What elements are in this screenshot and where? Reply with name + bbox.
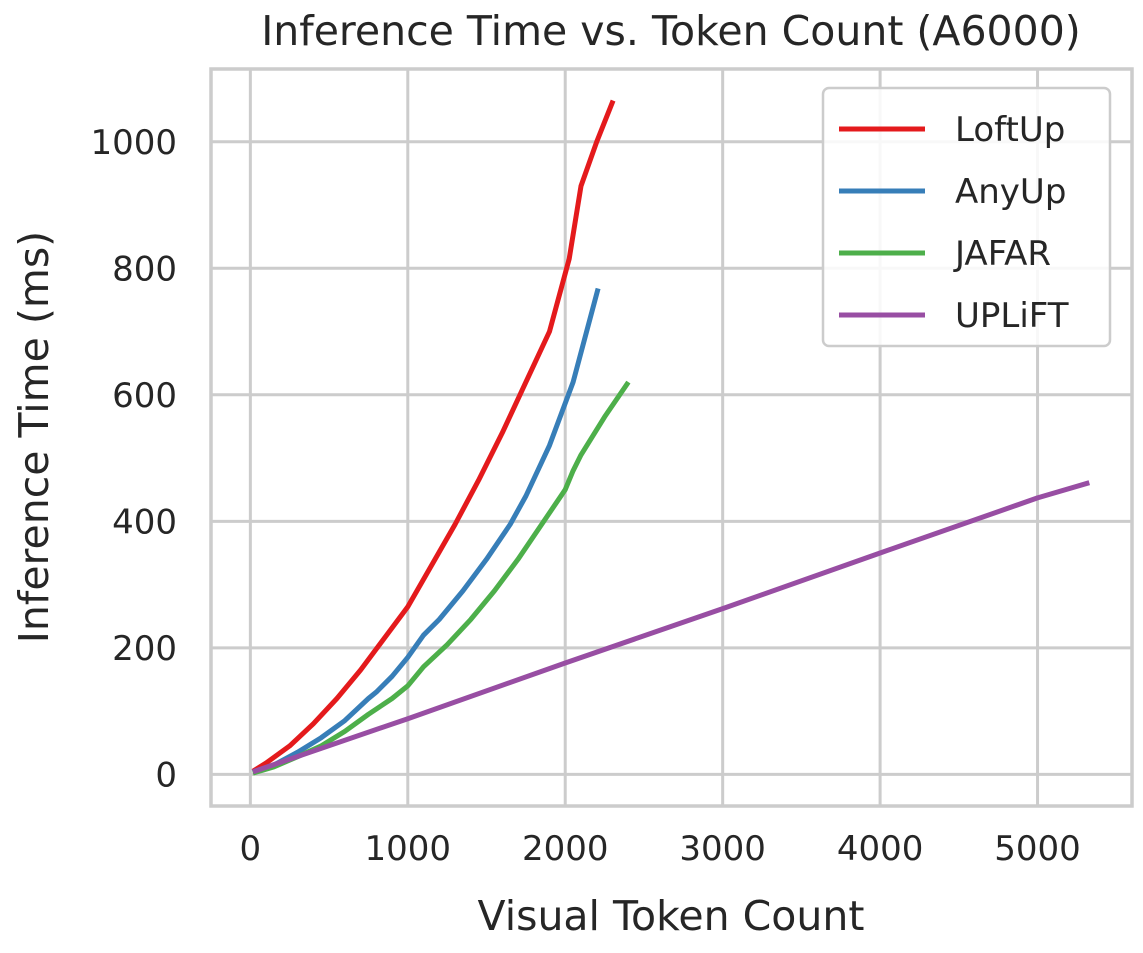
- y-tick-label: 200: [112, 629, 177, 669]
- y-tick-label: 800: [112, 249, 177, 289]
- y-axis-label: Inference Time (ms): [10, 231, 58, 643]
- y-tick-label: 600: [112, 376, 177, 416]
- x-tick-label: 4000: [837, 829, 924, 869]
- legend-label-loftup: LoftUp: [955, 110, 1065, 150]
- series-lines: [251, 99, 1091, 776]
- x-tick-labels: 0 1000 2000 3000 4000 5000: [240, 829, 1081, 869]
- series-line-jafar: [252, 380, 631, 776]
- legend-label-uplift: UPLiFT: [955, 296, 1069, 336]
- x-tick-label: 0: [240, 829, 262, 869]
- legend-label-jafar: JAFAR: [953, 234, 1051, 274]
- x-axis-label: Visual Token Count: [478, 892, 865, 940]
- chart-title: Inference Time vs. Token Count (A6000): [261, 7, 1081, 55]
- y-tick-label: 400: [112, 502, 177, 542]
- series-line-loftup: [251, 99, 616, 774]
- legend-label-anyup: AnyUp: [955, 172, 1066, 212]
- x-tick-label: 3000: [679, 829, 766, 869]
- y-tick-label: 1000: [90, 123, 177, 163]
- series-line-anyup: [252, 287, 601, 775]
- legend: LoftUp AnyUp JAFAR UPLiFT: [821, 86, 1112, 348]
- legend-frame: [821, 86, 1112, 348]
- x-tick-label: 2000: [522, 829, 609, 869]
- y-tick-label: 0: [155, 755, 177, 795]
- x-tick-label: 5000: [994, 829, 1081, 869]
- y-tick-labels: 0 200 400 600 800 1000: [90, 123, 177, 796]
- x-tick-label: 1000: [365, 829, 452, 869]
- plot-frame: [209, 67, 1134, 808]
- series-line-uplift: [252, 480, 1091, 775]
